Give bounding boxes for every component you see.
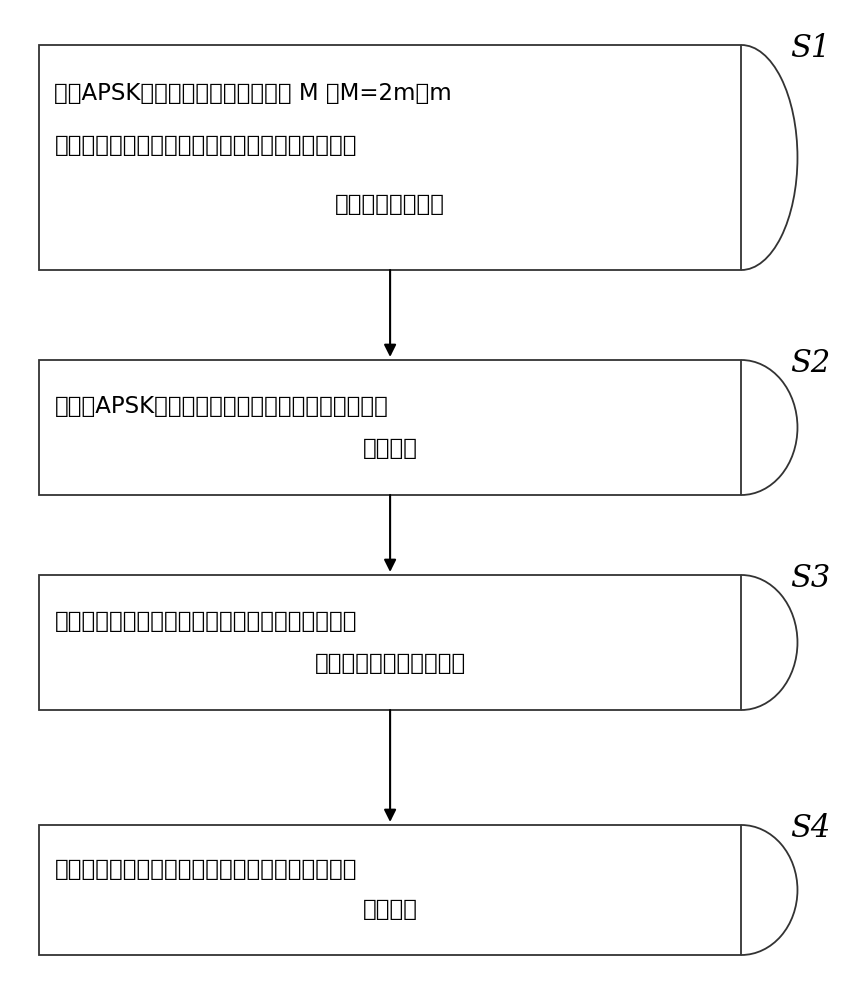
Text: 星座点。: 星座点。 (363, 898, 417, 922)
Text: S1: S1 (791, 33, 830, 64)
Text: 对所述APSK星座图设计星座映射方式，使其成为格: 对所述APSK星座图设计星座映射方式，使其成为格 (54, 395, 388, 418)
Text: S3: S3 (791, 563, 830, 594)
Bar (39, 45, 741, 270)
Text: 将所述星座点分组，把同一个组内的所有星座点合: 将所述星座点分组，把同一个组内的所有星座点合 (54, 610, 357, 633)
Text: S2: S2 (791, 348, 830, 379)
Bar (39, 575, 741, 710)
Text: 为正整数；每一个环的星座点数相等，每一个环的: 为正整数；每一个环的星座点数相等，每一个环的 (54, 134, 357, 157)
Text: 构造APSK星座图，星座映射阶数为 M ，M=2m，m: 构造APSK星座图，星座映射阶数为 M ，M=2m，m (54, 82, 452, 105)
Text: 雷映射；: 雷映射； (363, 437, 417, 460)
Bar (39, 825, 741, 955)
Text: 相位偏移也相等；: 相位偏移也相等； (335, 193, 445, 216)
Text: 将同一组内原星座点对应的映射比特序列分配给新: 将同一组内原星座点对应的映射比特序列分配给新 (54, 858, 357, 882)
Text: 并，作为一个新星座点；: 并，作为一个新星座点； (314, 652, 466, 675)
Bar (39, 360, 741, 495)
Text: S4: S4 (791, 813, 830, 844)
